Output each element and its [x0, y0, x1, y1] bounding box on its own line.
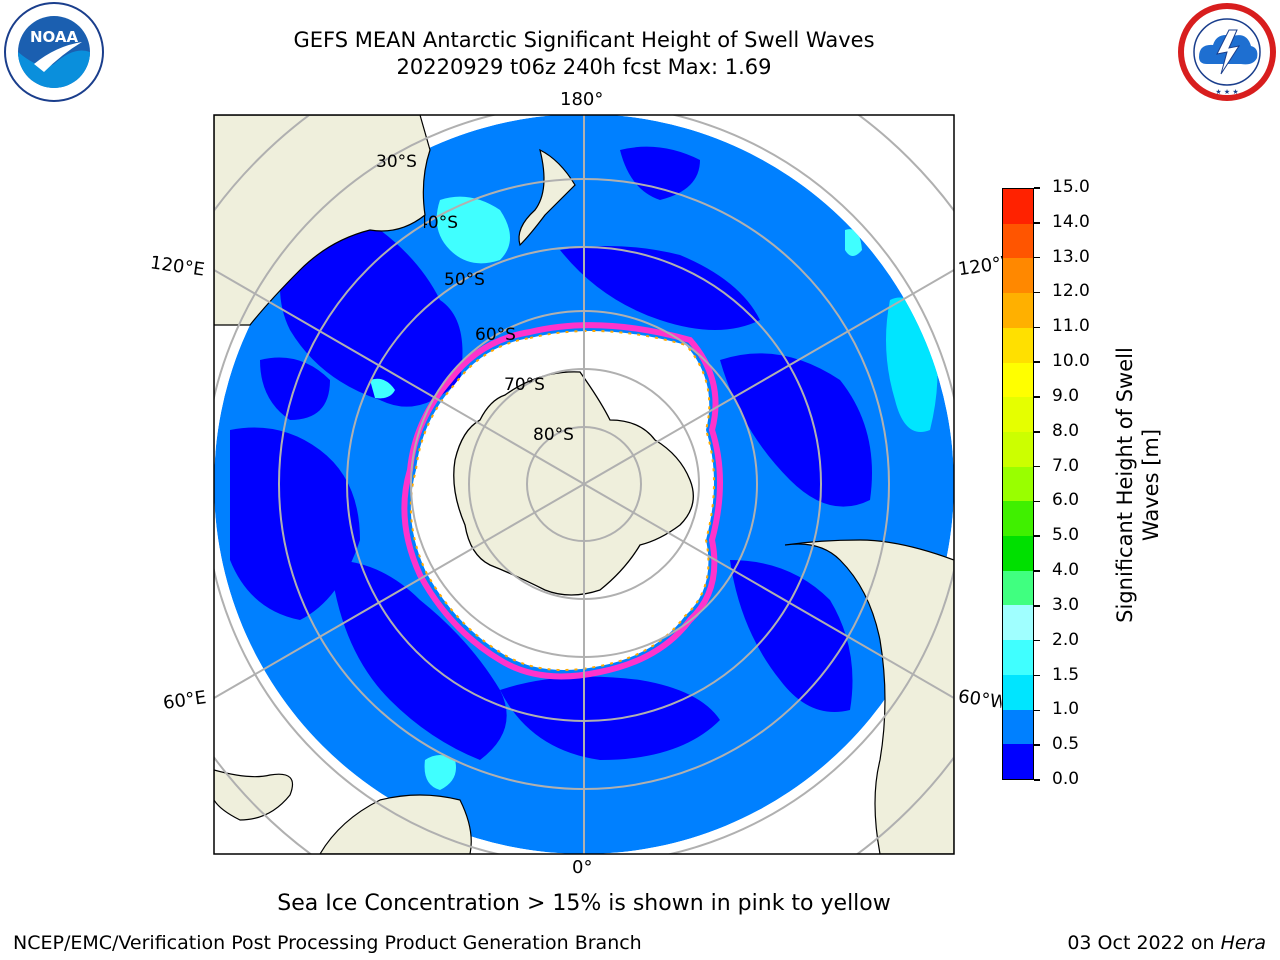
lon-label-60e: 60°E [161, 687, 208, 714]
colorbar-tick-label: 2.0 [1052, 629, 1080, 650]
colorbar-tick-mark [1034, 187, 1040, 189]
lon-label-120e: 120°E [148, 252, 206, 281]
colorbar-tick-mark [1034, 779, 1040, 781]
colorbar-segment [1003, 258, 1033, 294]
colorbar-segment [1003, 570, 1033, 606]
colorbar-label: Significant Height of Swell Waves [m] [1112, 325, 1164, 645]
colorbar-segment [1003, 640, 1033, 675]
colorbar-segment [1003, 223, 1033, 259]
colorbar-tick-label: 3.0 [1052, 594, 1080, 615]
colorbar-tick-mark [1034, 361, 1040, 363]
colorbar-segment [1003, 327, 1033, 363]
lat-label-40s: 40°S [424, 213, 458, 233]
lat-label-30s: 30°S [376, 152, 417, 172]
colorbar-segment [1003, 501, 1033, 537]
colorbar-tick-label: 8.0 [1052, 420, 1080, 441]
colorbar-tick-mark [1034, 500, 1040, 503]
lon-label-0: 0° [572, 857, 593, 878]
colorbar-segment [1003, 605, 1033, 641]
sea-ice-caption: Sea Ice Concentration > 15% is shown in … [277, 891, 891, 916]
colorbar-tick-label: 14.0 [1052, 211, 1090, 232]
colorbar-tick-label: 1.0 [1052, 699, 1080, 720]
colorbar-segment [1003, 466, 1033, 502]
colorbar-tick-label: 11.0 [1052, 316, 1090, 337]
colorbar-tick-mark [1034, 639, 1040, 642]
colorbar-segment [1003, 744, 1033, 779]
colorbar-tick-mark [1034, 465, 1040, 468]
colorbar-segment [1003, 362, 1033, 398]
noaa-logo-text: NOAA [30, 28, 79, 46]
colorbar-tick-mark [1034, 674, 1040, 677]
colorbar-segment [1003, 709, 1033, 745]
colorbar-tick-label: 0.5 [1052, 734, 1080, 755]
polar-map [213, 114, 955, 855]
lat-label-60s: 60°S [475, 325, 516, 345]
colorbar-tick-label: 15.0 [1052, 177, 1090, 197]
colorbar-tick-label: 9.0 [1052, 385, 1080, 406]
colorbar-tick-label: 7.0 [1052, 455, 1080, 476]
colorbar-tick-mark [1034, 256, 1040, 259]
colorbar-segment [1003, 536, 1033, 571]
colorbar-segment [1003, 674, 1033, 710]
lat-label-70s: 70°S [504, 375, 545, 395]
colorbar-tick-label: 1.5 [1052, 664, 1080, 685]
colorbar-tick-mark [1034, 570, 1040, 572]
noaa-logo: NOAA [4, 2, 104, 102]
lon-label-180: 180° [560, 89, 604, 110]
colorbar-segment [1003, 431, 1033, 467]
colorbar-label-line2: Waves [m] [1139, 428, 1163, 542]
colorbar-tick-label: 12.0 [1052, 281, 1090, 302]
colorbar [1002, 188, 1034, 780]
map-frame [213, 114, 955, 855]
colorbar-tick-mark [1034, 291, 1040, 294]
colorbar-tick-mark [1034, 605, 1040, 607]
colorbar-tick-mark [1034, 326, 1040, 329]
lat-label-80s: 80°S [533, 425, 574, 445]
colorbar-tick-label: 5.0 [1052, 525, 1080, 546]
chart-title: GEFS MEAN Antarctic Significant Height o… [293, 28, 875, 52]
chart-subtitle: 20220929 t06z 240h fcst Max: 1.69 [396, 55, 772, 79]
colorbar-tick-mark [1034, 396, 1040, 398]
colorbar-segment [1003, 189, 1033, 224]
lon-label-60w: 60°W [956, 686, 1004, 713]
colorbar-tick-mark [1034, 431, 1040, 433]
footer-host: Hera [1220, 932, 1266, 954]
graticule [214, 115, 954, 854]
colorbar-segment [1003, 293, 1033, 328]
nws-logo: ★ ★ ★ [1177, 2, 1277, 102]
colorbar-tick-mark [1034, 535, 1040, 537]
colorbar-tick-label: 13.0 [1052, 246, 1090, 267]
footer-date-text: 03 Oct 2022 on [1067, 932, 1221, 954]
svg-text:★ ★ ★: ★ ★ ★ [1215, 88, 1238, 96]
colorbar-tick-mark [1034, 222, 1040, 224]
colorbar-tick-mark [1034, 709, 1040, 712]
lon-label-120w: 120°W [956, 252, 1008, 281]
footer-date: 03 Oct 2022 on Hera [1067, 932, 1266, 954]
colorbar-tick-label: 6.0 [1052, 490, 1080, 511]
map-panel [213, 114, 955, 855]
lat-label-50s: 50°S [444, 270, 485, 290]
colorbar-tick-label: 4.0 [1052, 560, 1080, 581]
footer-branch: NCEP/EMC/Verification Post Processing Pr… [13, 932, 642, 954]
colorbar-tick-mark [1034, 744, 1040, 746]
colorbar-tick-label: 10.0 [1052, 351, 1090, 372]
colorbar-label-line1: Significant Height of Swell [1113, 347, 1137, 623]
colorbar-segment [1003, 397, 1033, 432]
colorbar-tick-label: 0.0 [1052, 769, 1080, 789]
